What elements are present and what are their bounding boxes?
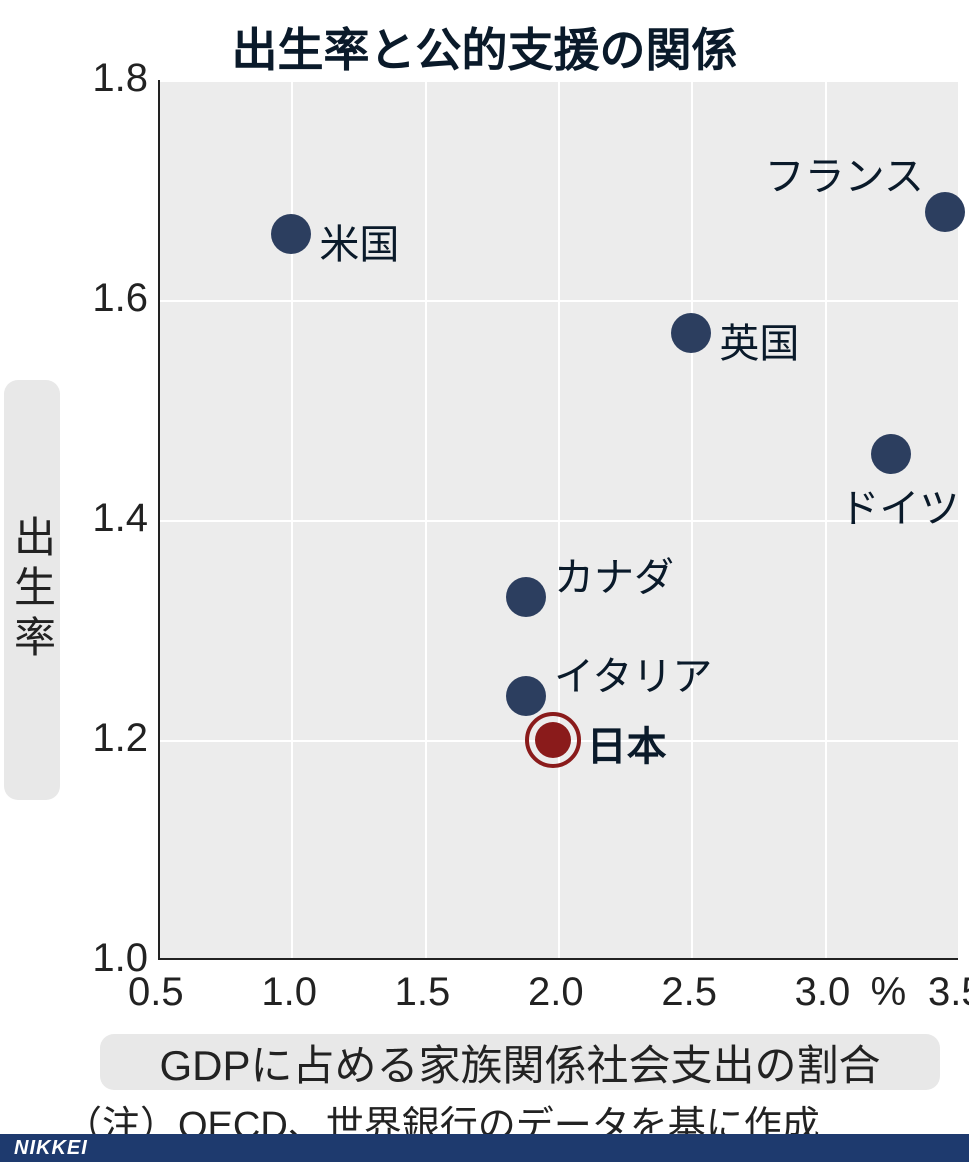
y-tick-label: 1.0	[92, 936, 148, 981]
x-tick-label: 3.0	[795, 970, 851, 1015]
point-label-usa: 米国	[319, 212, 399, 270]
point-canada	[506, 577, 546, 617]
x-axis-line	[158, 958, 958, 960]
y-axis-label-pill: 出生率	[4, 380, 60, 800]
gridline-horizontal	[158, 520, 958, 522]
x-tick-label: 2.0	[528, 970, 584, 1015]
point-usa	[271, 214, 311, 254]
point-label-germany: ドイツ	[839, 476, 959, 534]
y-axis-line	[158, 80, 160, 960]
x-unit-label: %	[871, 970, 907, 1015]
point-label-uk: 英国	[719, 311, 799, 369]
x-tick-label: 2.5	[661, 970, 717, 1015]
point-label-canada: カナダ	[554, 545, 674, 603]
point-label-japan: 日本	[587, 714, 667, 772]
x-tick-label: 1.0	[261, 970, 317, 1015]
y-tick-label: 1.2	[92, 716, 148, 761]
y-tick-label: 1.4	[92, 496, 148, 541]
footer-bar: NIKKEI	[0, 1134, 969, 1162]
point-italy	[506, 676, 546, 716]
point-japan	[535, 722, 571, 758]
chart-container: 出生率と公的支援の関係 出生率 米国フランス英国ドイツカナダイタリア日本 GDP…	[0, 0, 969, 1162]
y-tick-label: 1.8	[92, 56, 148, 101]
gridline-horizontal	[158, 300, 958, 302]
plot-area: 米国 フランス英国ドイツカナダイタリア日本	[158, 80, 958, 960]
point-germany	[871, 434, 911, 474]
point-label-france: フランス	[765, 144, 924, 202]
y-tick-label: 1.6	[92, 276, 148, 321]
y-axis-label: 出生率	[2, 515, 63, 665]
x-axis-label-pill: GDPに占める家族関係社会支出の割合	[100, 1034, 940, 1090]
x-axis-label: GDPに占める家族関係社会支出の割合	[159, 1032, 880, 1093]
x-tick-label: 3.5	[928, 970, 969, 1015]
x-tick-label: 1.5	[395, 970, 451, 1015]
point-france	[925, 192, 965, 232]
gridline-horizontal	[158, 960, 958, 962]
point-label-italy: イタリア	[554, 644, 712, 702]
footer-brand: NIKKEI	[14, 1137, 88, 1160]
point-uk	[671, 313, 711, 353]
gridline-horizontal	[158, 80, 958, 82]
